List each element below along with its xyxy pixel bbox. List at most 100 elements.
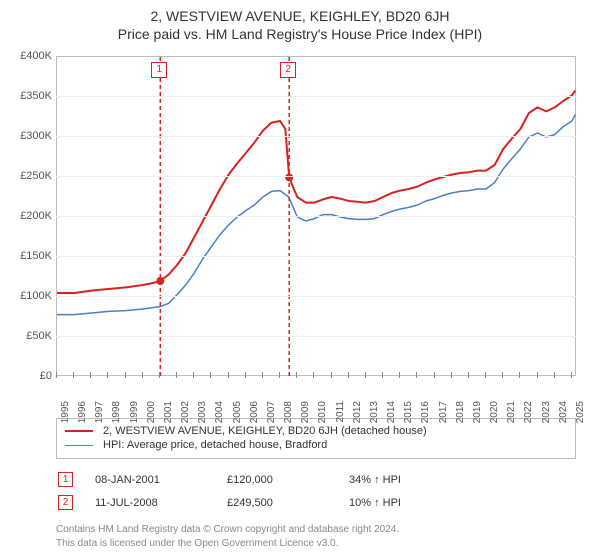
- x-tick: [468, 372, 469, 378]
- x-tick-label: 2025: [575, 401, 586, 423]
- x-tick-label: 2000: [146, 401, 157, 423]
- x-tick-label: 2007: [266, 401, 277, 423]
- x-tick-label: 1999: [129, 401, 140, 423]
- gridline: [56, 176, 576, 177]
- legend: 2, WESTVIEW AVENUE, KEIGHLEY, BD20 6JH (…: [56, 418, 576, 459]
- y-tick-label: £0: [12, 370, 52, 382]
- gridline: [56, 96, 576, 97]
- legend-label-hpi: HPI: Average price, detached house, Brad…: [103, 439, 327, 451]
- event-pct: 34% ↑ HPI: [349, 469, 469, 490]
- gridline: [56, 136, 576, 137]
- chart-title-line2: Price paid vs. HM Land Registry's House …: [12, 26, 588, 42]
- x-tick-label: 2010: [317, 401, 328, 423]
- x-tick: [107, 372, 108, 378]
- x-tick: [331, 372, 332, 378]
- x-tick-label: 2018: [455, 401, 466, 423]
- x-tick-label: 2003: [197, 401, 208, 423]
- x-tick: [554, 372, 555, 378]
- x-tick: [416, 372, 417, 378]
- y-tick-label: £200K: [12, 210, 52, 222]
- x-tick-label: 2013: [369, 401, 380, 423]
- x-tick: [73, 372, 74, 378]
- y-tick-label: £400K: [12, 50, 52, 62]
- x-tick-label: 2001: [163, 401, 174, 423]
- x-tick: [571, 372, 572, 378]
- event-row: 1 08-JAN-2001 £120,000 34% ↑ HPI: [58, 469, 469, 490]
- series-line-subject: [57, 91, 575, 293]
- chart-title-line1: 2, WESTVIEW AVENUE, KEIGHLEY, BD20 6JH: [12, 8, 588, 24]
- x-tick: [502, 372, 503, 378]
- x-tick-label: 1995: [60, 401, 71, 423]
- event-marker-box: 2: [280, 62, 296, 78]
- events-table: 1 08-JAN-2001 £120,000 34% ↑ HPI 2 11-JU…: [56, 467, 471, 515]
- x-tick-label: 2017: [438, 401, 449, 423]
- event-price: £249,500: [227, 492, 347, 513]
- x-tick-label: 2014: [386, 401, 397, 423]
- event-dot: [285, 173, 293, 181]
- gridline: [56, 256, 576, 257]
- x-tick: [176, 372, 177, 378]
- x-tick-label: 2023: [541, 401, 552, 423]
- gridline: [56, 336, 576, 337]
- legend-swatch-subject: [65, 430, 93, 432]
- x-tick-label: 2005: [232, 401, 243, 423]
- x-tick: [537, 372, 538, 378]
- x-tick-label: 2020: [489, 401, 500, 423]
- x-tick-label: 1996: [77, 401, 88, 423]
- footer-attribution: Contains HM Land Registry data © Crown c…: [56, 523, 588, 550]
- event-price: £120,000: [227, 469, 347, 490]
- x-tick: [125, 372, 126, 378]
- legend-label-subject: 2, WESTVIEW AVENUE, KEIGHLEY, BD20 6JH (…: [103, 425, 427, 437]
- x-tick-label: 2021: [506, 401, 517, 423]
- x-tick: [210, 372, 211, 378]
- x-tick: [519, 372, 520, 378]
- x-tick: [228, 372, 229, 378]
- gridline: [56, 296, 576, 297]
- x-tick-label: 2006: [249, 401, 260, 423]
- footer-line-2: This data is licensed under the Open Gov…: [56, 537, 588, 551]
- event-marker-box: 1: [151, 62, 167, 78]
- x-tick: [142, 372, 143, 378]
- x-tick: [399, 372, 400, 378]
- legend-item-subject: 2, WESTVIEW AVENUE, KEIGHLEY, BD20 6JH (…: [65, 425, 567, 437]
- x-tick-label: 2024: [558, 401, 569, 423]
- x-tick-label: 2009: [300, 401, 311, 423]
- event-dot: [156, 277, 164, 285]
- x-tick-label: 1997: [94, 401, 105, 423]
- x-tick-label: 2015: [403, 401, 414, 423]
- chart-svg: [57, 57, 577, 377]
- event-marker-1: 1: [58, 472, 73, 487]
- x-tick: [159, 372, 160, 378]
- x-tick: [193, 372, 194, 378]
- x-tick-label: 2016: [420, 401, 431, 423]
- x-tick: [90, 372, 91, 378]
- x-tick-label: 2019: [472, 401, 483, 423]
- x-tick-label: 2002: [180, 401, 191, 423]
- x-tick: [262, 372, 263, 378]
- event-pct: 10% ↑ HPI: [349, 492, 469, 513]
- x-tick: [313, 372, 314, 378]
- x-tick: [485, 372, 486, 378]
- x-tick: [434, 372, 435, 378]
- x-tick: [56, 372, 57, 378]
- footer-line-1: Contains HM Land Registry data © Crown c…: [56, 523, 588, 537]
- gridline: [56, 216, 576, 217]
- x-tick: [279, 372, 280, 378]
- x-tick-label: 2012: [352, 401, 363, 423]
- y-tick-label: £250K: [12, 170, 52, 182]
- y-tick-label: £300K: [12, 130, 52, 142]
- x-tick: [365, 372, 366, 378]
- chart-area: £0£50K£100K£150K£200K£250K£300K£350K£400…: [12, 52, 588, 412]
- x-tick-label: 2022: [523, 401, 534, 423]
- legend-item-hpi: HPI: Average price, detached house, Brad…: [65, 439, 567, 451]
- chart-container: 2, WESTVIEW AVENUE, KEIGHLEY, BD20 6JH P…: [0, 0, 600, 556]
- y-tick-label: £50K: [12, 330, 52, 342]
- legend-swatch-hpi: [65, 445, 93, 446]
- x-tick-label: 1998: [111, 401, 122, 423]
- x-tick: [296, 372, 297, 378]
- x-tick-label: 2011: [335, 401, 346, 423]
- event-date: 11-JUL-2008: [95, 492, 225, 513]
- event-row: 2 11-JUL-2008 £249,500 10% ↑ HPI: [58, 492, 469, 513]
- y-tick-label: £350K: [12, 90, 52, 102]
- y-tick-label: £100K: [12, 290, 52, 302]
